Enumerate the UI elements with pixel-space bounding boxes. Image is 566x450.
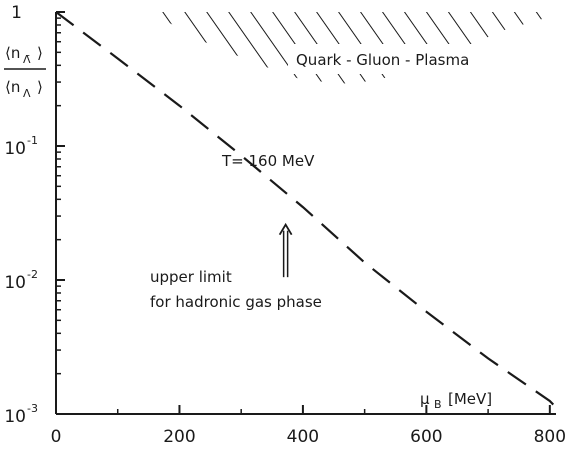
y-tick-base: 10 <box>4 139 26 159</box>
y-tick-exp: -2 <box>27 268 38 281</box>
x-axis-ticks: 0 200 400 600 800 <box>51 405 566 447</box>
y-tick-exp: -1 <box>27 134 38 147</box>
y-tick-base: 10 <box>4 273 26 293</box>
arrow-head <box>278 222 293 236</box>
x-tick-label-200: 200 <box>163 427 195 447</box>
y-axis-ticks: 110-110-210-3 <box>4 3 65 427</box>
y-tick-label-0.001: 10 -3 <box>4 402 38 427</box>
x-tick-label-400: 400 <box>287 427 319 447</box>
y-label-numerator: ⟨n <box>5 44 20 62</box>
y-axis-label: ⟨n Λ̄ ⟩ ⟨n Λ ⟩ <box>4 44 46 100</box>
x-label-mu: μ <box>420 390 430 408</box>
y-tick-label-1: 1 <box>11 3 22 23</box>
y-tick-label-0.01: 10 -2 <box>4 268 38 293</box>
series-line-t160 <box>55 11 557 409</box>
x-tick-label-600: 600 <box>410 427 442 447</box>
annotation-hadronic-gas: for hadronic gas phase <box>150 293 322 311</box>
qgp-region-label: Quark - Gluon - Plasma <box>296 51 469 69</box>
x-tick-label-800: 800 <box>534 427 566 447</box>
x-label-sub: B <box>434 398 442 411</box>
qgp-label-background <box>288 44 514 74</box>
annotation-upper-limit: upper limit <box>150 268 232 286</box>
x-label-unit: [MeV] <box>448 390 492 408</box>
plot-frame <box>55 12 556 415</box>
y-label-denominator: ⟨n <box>5 78 20 96</box>
upper-limit-arrow <box>278 222 293 278</box>
y-label-denominator-sub: Λ <box>23 87 31 100</box>
series-label: T= 160 MeV <box>221 152 315 170</box>
x-axis-label: μ B [MeV] <box>420 390 492 411</box>
y-label-numerator-close: ⟩ <box>37 44 43 62</box>
y-tick-base: 10 <box>4 407 26 427</box>
y-tick-label-0.1: 10 -1 <box>4 134 38 159</box>
y-tick-base: 1 <box>11 3 22 23</box>
y-tick-exp: -3 <box>27 402 38 415</box>
y-label-numerator-sub: Λ̄ <box>23 53 31 66</box>
x-tick-label-0: 0 <box>51 427 62 447</box>
y-label-denominator-close: ⟩ <box>37 78 43 96</box>
